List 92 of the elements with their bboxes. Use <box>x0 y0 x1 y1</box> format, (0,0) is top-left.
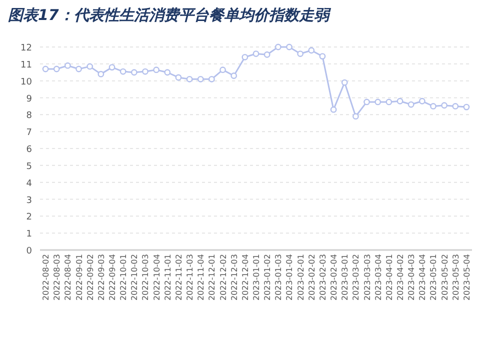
x-tick-label: 2022-11-03 <box>186 254 195 300</box>
point <box>164 69 171 76</box>
x-tick-label: 2023-05-02 <box>440 254 450 300</box>
x-tick-label: 2023-05-04 <box>462 254 472 300</box>
x-tick-label: 2023-03-04 <box>374 254 383 300</box>
point <box>341 79 348 86</box>
point <box>208 76 215 82</box>
x-tick-label: 2022-09-01 <box>74 254 84 300</box>
point <box>220 66 226 74</box>
x-tick-label: 2023-02-03 <box>318 254 328 300</box>
point <box>297 50 304 57</box>
x-tick-label: 2023-05-01 <box>429 254 438 300</box>
x-tick-label: 2023-04-01 <box>384 254 394 300</box>
y-tick-label: 2 <box>26 212 32 223</box>
y-tick-label: 7 <box>26 128 32 138</box>
point <box>286 44 292 50</box>
point <box>352 113 359 120</box>
x-tick-label: 2022-12-04 <box>240 254 250 300</box>
x-tick-label: 2023-03-03 <box>362 254 372 300</box>
y-tick-label: 12 <box>20 44 32 54</box>
point <box>374 98 382 106</box>
x-tick-label: 2022-08-04 <box>64 254 73 300</box>
y-tick-label: 10 <box>20 77 32 88</box>
point <box>153 66 160 74</box>
x-tick-label: 2022-12-03 <box>230 254 239 300</box>
point <box>430 103 436 110</box>
point <box>76 66 82 72</box>
point <box>53 66 60 72</box>
point <box>418 98 426 104</box>
point <box>264 51 270 58</box>
point <box>230 72 238 79</box>
x-tick-label: 2022-10-02 <box>130 254 140 300</box>
point <box>319 53 326 60</box>
x-tick-label: 2023-02-01 <box>296 254 306 300</box>
x-tick-label: 2022-11-01 <box>163 254 172 300</box>
point <box>252 50 260 57</box>
point <box>396 98 404 104</box>
x-tick-label: 2023-01-04 <box>285 254 294 300</box>
x-tick-label: 2022-11-02 <box>174 254 184 300</box>
x-tick-label: 2022-09-02 <box>86 254 95 300</box>
x-tick-label: 2022-10-01 <box>119 254 128 300</box>
point <box>330 106 337 113</box>
point <box>98 70 104 78</box>
y-tick-label: 11 <box>20 60 32 70</box>
x-tick-label: 2023-03-02 <box>352 254 361 300</box>
point <box>42 66 49 72</box>
x-tick-label: 2023-01-02 <box>263 254 272 300</box>
x-tick-label: 2022-12-02 <box>218 254 228 300</box>
point <box>186 76 193 82</box>
point <box>242 54 248 60</box>
x-tick-label: 2022-08-02 <box>42 254 51 300</box>
point <box>408 101 414 108</box>
x-tick-label: 2022-10-04 <box>152 254 162 300</box>
x-tick-label: 2022-11-04 <box>196 254 206 300</box>
y-tick-label: 0 <box>26 246 32 256</box>
point <box>108 64 116 70</box>
chart-title: 图表17：代表性生活消费平台餐单均价指数走弱 <box>8 6 332 24</box>
x-tick-label: 2022-09-03 <box>96 254 106 300</box>
x-tick-label: 2022-09-04 <box>108 254 117 300</box>
point <box>463 104 470 110</box>
point <box>64 62 71 69</box>
point <box>197 76 204 82</box>
x-tick-label: 2023-02-04 <box>330 254 339 300</box>
y-tick-label: 8 <box>26 111 32 122</box>
x-tick-label: 2023-01-03 <box>274 254 284 300</box>
point <box>120 68 126 75</box>
x-tick-label: 2022-08-03 <box>52 254 62 300</box>
y-tick-label: 1 <box>26 230 32 240</box>
point <box>308 47 315 54</box>
x-tick-label: 2022-10-03 <box>141 254 150 300</box>
point <box>452 103 459 110</box>
point <box>175 74 182 81</box>
point <box>130 69 138 76</box>
point <box>441 102 448 109</box>
x-tick-label: 2023-01-01 <box>252 254 261 300</box>
y-tick-label: 5 <box>26 162 32 172</box>
point <box>274 44 282 50</box>
point <box>386 98 392 106</box>
x-tick-label: 2023-04-04 <box>418 254 428 300</box>
x-tick-label: 2023-05-03 <box>451 254 460 300</box>
y-tick-label: 3 <box>26 196 32 206</box>
y-tick-label: 6 <box>26 145 32 155</box>
point <box>142 68 148 75</box>
point <box>364 98 370 106</box>
y-tick-label: 9 <box>26 94 32 104</box>
y-tick-label: 4 <box>26 178 32 189</box>
x-tick-label: 2022-12-01 <box>208 254 217 300</box>
x-tick-label: 2023-03-01 <box>340 254 350 300</box>
x-tick-label: 2023-04-03 <box>407 254 416 300</box>
x-tick-label: 2023-02-02 <box>307 254 316 300</box>
point <box>86 63 94 70</box>
x-tick-label: 2023-04-02 <box>396 254 405 300</box>
